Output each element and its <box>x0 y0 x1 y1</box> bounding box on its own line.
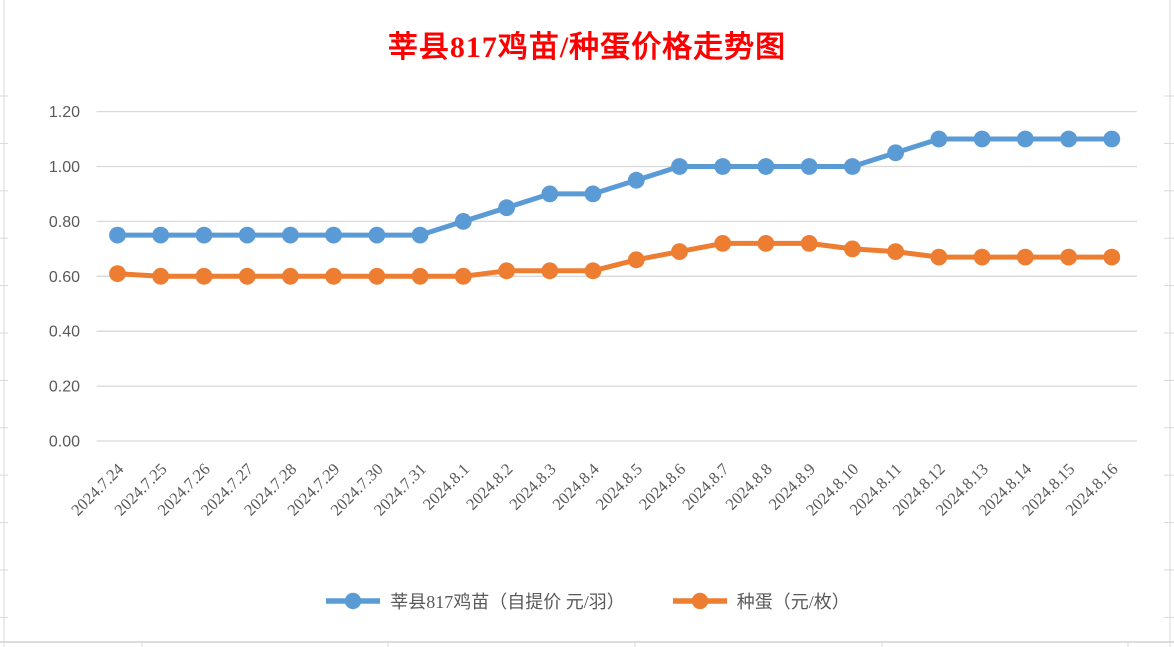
data-point-series0-12[interactable] <box>627 171 645 189</box>
data-point-series0-7[interactable] <box>411 226 429 244</box>
data-point-series0-18[interactable] <box>887 144 904 162</box>
series-line-0[interactable] <box>115 136 1115 238</box>
data-point-series1-17[interactable] <box>844 240 861 258</box>
data-point-series0-1[interactable] <box>152 226 170 244</box>
y-axis-tick-label: 0.80 <box>49 214 80 231</box>
y-axis-tick-label: 0.20 <box>49 379 80 396</box>
x-axis-tick-label: 2024.8.2 <box>462 459 516 513</box>
data-point-series1-2[interactable] <box>195 267 213 285</box>
x-axis-tick-label: 2024.8.3 <box>505 459 559 513</box>
data-point-series1-23[interactable] <box>1103 248 1121 266</box>
x-axis-tick-label: 2024.8.6 <box>635 459 689 513</box>
x-axis-tick-label: 2024.8.7 <box>678 459 732 513</box>
data-point-series0-6[interactable] <box>368 226 386 244</box>
data-point-series1-21[interactable] <box>1016 248 1034 266</box>
data-point-series0-23[interactable] <box>1103 130 1121 148</box>
data-point-series1-12[interactable] <box>627 251 645 269</box>
data-point-series1-10[interactable] <box>541 262 559 280</box>
y-axis-tick-label: 0.60 <box>49 269 80 286</box>
data-point-series1-14[interactable] <box>714 235 732 252</box>
data-point-series0-5[interactable] <box>325 226 342 244</box>
data-point-series1-5[interactable] <box>325 267 342 285</box>
y-axis-tick-label: 0.00 <box>49 434 80 451</box>
data-point-series0-19[interactable] <box>930 130 948 148</box>
data-point-series0-9[interactable] <box>498 199 515 217</box>
data-point-series1-18[interactable] <box>887 243 904 260</box>
data-point-series0-14[interactable] <box>714 158 732 175</box>
data-point-series0-17[interactable] <box>844 158 861 175</box>
data-point-series1-20[interactable] <box>973 248 991 266</box>
data-point-series0-3[interactable] <box>238 226 256 244</box>
data-point-series1-4[interactable] <box>282 267 299 285</box>
data-point-series1-19[interactable] <box>930 248 948 266</box>
data-point-series0-16[interactable] <box>800 158 818 175</box>
data-point-series1-1[interactable] <box>152 267 170 285</box>
x-axis-tick-label: 2024.8.8 <box>722 459 776 513</box>
data-point-series1-0[interactable] <box>109 265 126 282</box>
data-point-series0-8[interactable] <box>454 213 472 230</box>
legend-item-chick-price[interactable]: 莘县817鸡苗（自提价 元/羽） <box>324 588 625 614</box>
data-point-series0-22[interactable] <box>1060 130 1077 148</box>
data-point-series0-4[interactable] <box>282 226 299 244</box>
data-point-series1-16[interactable] <box>800 235 818 252</box>
data-point-series1-7[interactable] <box>411 267 429 285</box>
x-axis-tick-label: 2024.8.1 <box>419 459 473 513</box>
series-line-1[interactable] <box>115 240 1115 279</box>
legend-item-egg-price[interactable]: 种蛋（元/枚） <box>671 588 850 614</box>
chart-title: 莘县817鸡苗/种蛋价格走势图 <box>387 31 787 64</box>
y-axis-tick-label: 0.40 <box>49 324 80 341</box>
legend-marker-icon <box>326 592 381 610</box>
data-point-series1-3[interactable] <box>238 267 256 285</box>
legend-label: 种蛋（元/枚） <box>736 592 850 612</box>
legend-label: 莘县817鸡苗（自提价 元/羽） <box>390 592 625 612</box>
legend-marker-icon <box>672 592 727 610</box>
x-axis-tick-label: 2024.8.4 <box>549 459 603 513</box>
chart-legend: 莘县817鸡苗（自提价 元/羽） 种蛋（元/枚） <box>0 588 1174 614</box>
data-point-series0-2[interactable] <box>195 226 213 244</box>
data-point-series1-6[interactable] <box>368 267 386 285</box>
y-axis-tick-label: 1.00 <box>49 159 80 176</box>
data-point-series0-10[interactable] <box>541 185 559 203</box>
data-point-series0-15[interactable] <box>757 158 775 175</box>
data-point-series0-21[interactable] <box>1016 130 1034 148</box>
x-axis-tick-label: 2024.8.5 <box>592 459 646 513</box>
y-axis-tick-label: 1.20 <box>49 104 80 121</box>
data-point-series1-13[interactable] <box>671 243 688 260</box>
data-point-series0-11[interactable] <box>584 185 602 203</box>
data-point-series1-8[interactable] <box>454 267 472 285</box>
data-point-series0-0[interactable] <box>109 226 126 244</box>
data-point-series0-20[interactable] <box>973 130 991 148</box>
data-point-series1-22[interactable] <box>1060 248 1077 266</box>
data-point-series1-9[interactable] <box>498 262 515 280</box>
data-point-series1-15[interactable] <box>757 235 775 252</box>
data-point-series1-11[interactable] <box>584 262 602 280</box>
data-point-series0-13[interactable] <box>671 158 688 175</box>
